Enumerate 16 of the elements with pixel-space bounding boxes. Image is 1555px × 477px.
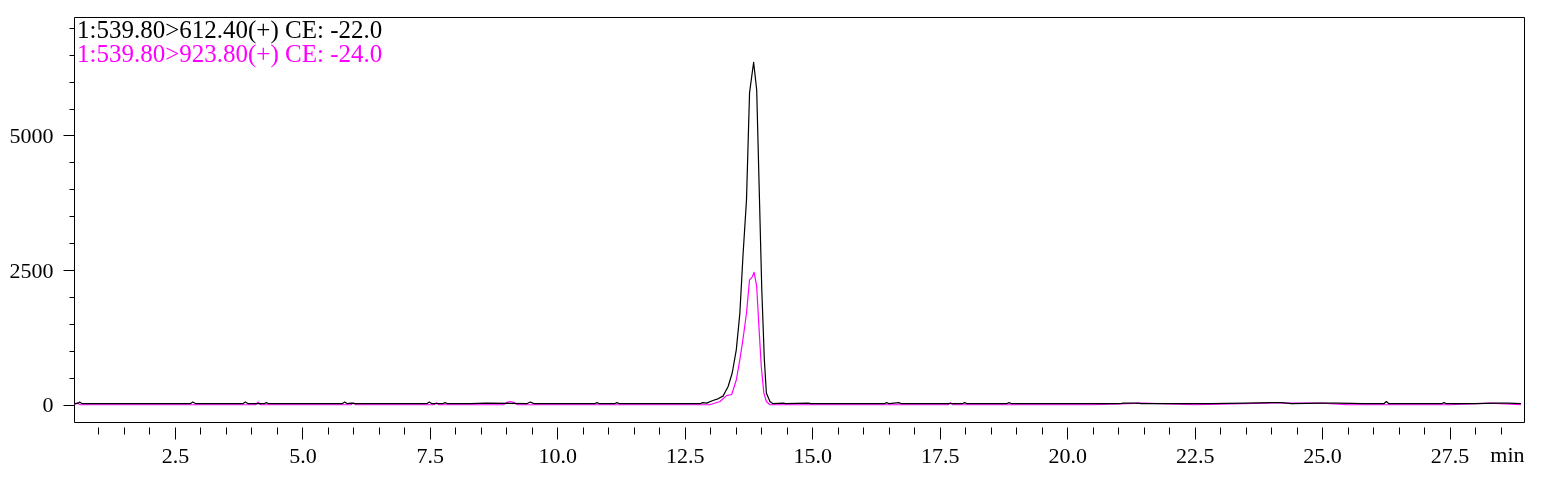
y-tick-label: 0 bbox=[42, 392, 54, 418]
x-tick-label: 17.5 bbox=[920, 442, 960, 468]
x-tick-label: 2.5 bbox=[161, 442, 190, 468]
x-tick-label: 5.0 bbox=[289, 442, 317, 468]
x-tick-label: 20.0 bbox=[1048, 442, 1087, 468]
x-tick-label: 12.5 bbox=[666, 442, 705, 468]
x-tick-label: 27.5 bbox=[1430, 442, 1470, 468]
y-tick-label: 2500 bbox=[9, 257, 54, 283]
x-tick-label: 10.0 bbox=[538, 442, 578, 468]
x-axis-title: min bbox=[1490, 441, 1525, 467]
text: 1:539.80>612.40(+) CE: -22.0 bbox=[77, 16, 383, 44]
x-tick-label: 25.0 bbox=[1303, 442, 1342, 468]
y-tick-label: 5000 bbox=[9, 122, 54, 148]
x-tick-label: 7.5 bbox=[416, 442, 445, 468]
x-tick-label: 15.0 bbox=[793, 442, 833, 468]
x-tick-label: 22.5 bbox=[1175, 442, 1215, 468]
